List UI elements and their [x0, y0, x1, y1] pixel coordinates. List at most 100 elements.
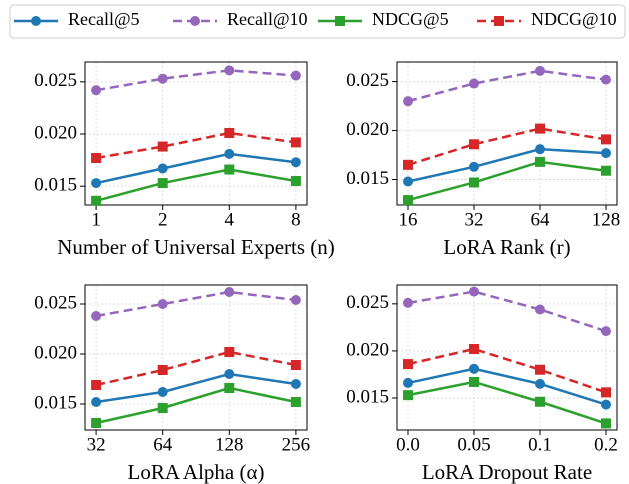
marker: [290, 137, 301, 148]
axes-frame: [84, 284, 308, 431]
marker: [224, 127, 235, 138]
y-tick-label: 0.025: [34, 292, 77, 313]
x-tick-label: 64: [531, 209, 551, 230]
x-tick-label: 8: [291, 209, 301, 230]
series-line: [95, 290, 297, 318]
marker: [535, 144, 545, 155]
y-tick-label: 0.015: [34, 175, 77, 196]
marker: [157, 163, 168, 174]
y-tick-label: 0.020: [34, 122, 77, 143]
marker: [157, 365, 168, 375]
marker: [91, 85, 102, 96]
marker: [91, 195, 102, 206]
marker: [403, 377, 413, 388]
series-line: [407, 380, 607, 425]
marker: [601, 165, 611, 176]
series-line: [95, 131, 297, 160]
series-line: [95, 350, 297, 387]
marker: [469, 161, 479, 172]
x-tick-label: 0.2: [594, 434, 618, 455]
x-axis-label: LoRA Rank (r): [443, 235, 570, 259]
marker: [157, 387, 168, 397]
x-tick-label: 4: [225, 209, 235, 230]
x-tick-label: 0.0: [396, 434, 420, 455]
y-tick-label: 0.020: [34, 342, 77, 363]
x-tick-label: 1: [91, 209, 101, 230]
marker: [403, 176, 413, 187]
legend-marker: [494, 16, 504, 26]
marker: [290, 70, 301, 81]
marker: [601, 134, 611, 145]
marker: [601, 418, 611, 429]
x-tick-label: 16: [399, 209, 418, 230]
marker: [224, 347, 235, 357]
x-tick-label: 32: [87, 434, 106, 455]
marker: [224, 65, 235, 76]
x-tick-label: 32: [465, 209, 484, 230]
marker: [601, 74, 611, 85]
marker: [91, 380, 102, 390]
marker: [290, 397, 301, 407]
x-tick-label: 128: [215, 434, 244, 455]
legend-frame: [9, 4, 626, 39]
x-tick-label: 64: [153, 434, 173, 455]
series-line: [407, 127, 607, 167]
series-line: [95, 168, 297, 203]
marker: [224, 369, 235, 379]
marker: [535, 123, 545, 134]
x-tick-label: 0.05: [457, 434, 490, 455]
y-tick-label: 0.025: [346, 70, 389, 91]
marker: [403, 297, 413, 308]
marker: [469, 78, 479, 89]
marker: [469, 286, 479, 297]
x-tick-label: 128: [592, 209, 621, 230]
legend-marker: [335, 16, 345, 26]
marker: [535, 65, 545, 76]
marker: [601, 387, 611, 398]
x-axis-label: LoRA Alpha (α): [128, 460, 265, 484]
marker: [224, 164, 235, 175]
legend-marker: [31, 16, 41, 26]
x-tick-label: 256: [282, 434, 311, 455]
series-line: [95, 372, 297, 404]
x-axis-label: LoRA Dropout Rate: [422, 460, 592, 484]
legend-label: Recall@5: [68, 9, 140, 29]
marker: [91, 397, 102, 407]
marker: [290, 379, 301, 389]
marker: [601, 148, 611, 159]
y-tick-label: 0.025: [346, 292, 389, 313]
marker: [535, 396, 545, 407]
marker: [535, 304, 545, 315]
marker: [403, 96, 413, 107]
marker: [469, 139, 479, 150]
series-line: [95, 152, 297, 185]
y-tick-label: 0.015: [346, 386, 389, 407]
marker: [535, 378, 545, 389]
marker: [469, 363, 479, 374]
legend-label: NDCG@10: [531, 9, 617, 29]
marker: [469, 344, 479, 355]
marker: [224, 148, 235, 159]
axes-frame: [84, 61, 308, 206]
axes-frame: [396, 284, 618, 431]
marker: [601, 399, 611, 410]
x-tick-label: 0.1: [528, 434, 552, 455]
marker: [91, 311, 102, 321]
series-line: [407, 69, 607, 103]
marker: [601, 326, 611, 337]
x-tick-label: 2: [158, 209, 168, 230]
marker: [403, 390, 413, 401]
marker: [157, 299, 168, 309]
series-line: [407, 147, 607, 183]
legend-label: Recall@10: [227, 9, 308, 29]
axes-frame: [396, 61, 618, 206]
y-tick-label: 0.020: [346, 339, 389, 360]
marker: [157, 178, 168, 189]
marker: [403, 195, 413, 206]
marker: [157, 403, 168, 413]
marker: [535, 364, 545, 375]
series-line: [407, 290, 607, 333]
marker: [403, 159, 413, 170]
